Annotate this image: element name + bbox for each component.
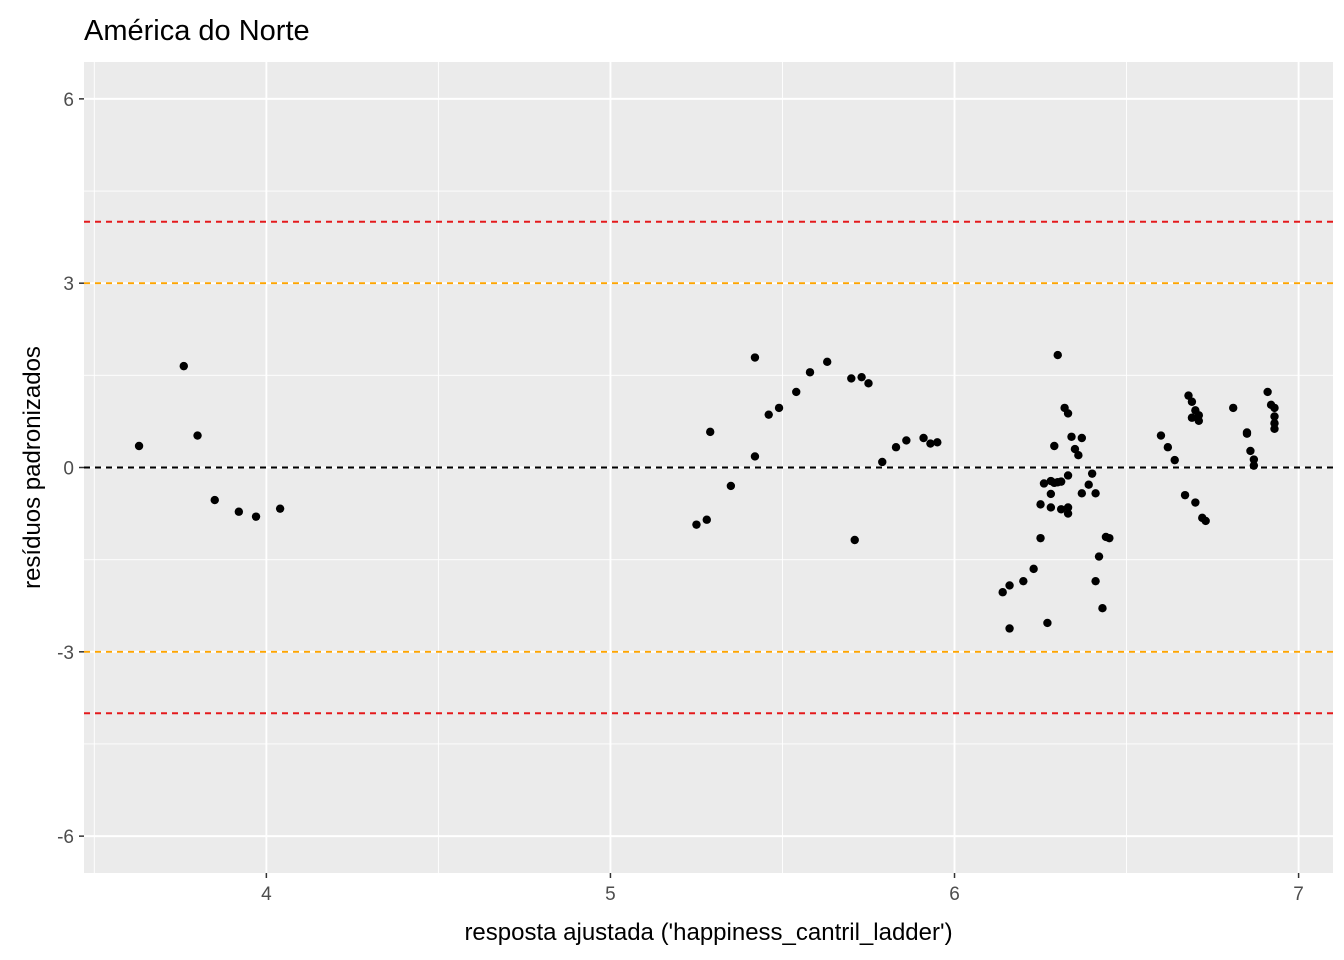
data-point — [1063, 471, 1073, 480]
data-point — [1039, 479, 1049, 488]
data-point — [193, 431, 202, 440]
data-point — [1050, 441, 1059, 451]
data-point — [1263, 387, 1272, 397]
data-point — [1043, 618, 1052, 628]
data-point — [774, 403, 784, 413]
data-point — [1191, 498, 1200, 507]
data-point — [919, 433, 928, 443]
data-point — [1180, 490, 1190, 500]
data-point — [847, 374, 856, 383]
x-tick-label: 4 — [261, 884, 272, 905]
data-point — [1036, 500, 1045, 509]
data-point — [1077, 489, 1087, 498]
y-tick-label: -3 — [57, 643, 74, 664]
data-point — [805, 368, 815, 377]
data-point — [179, 361, 188, 371]
data-point — [702, 515, 711, 524]
data-point — [1005, 581, 1014, 590]
data-point — [1249, 455, 1259, 464]
data-point — [134, 441, 144, 451]
chart-title: América do Norte — [84, 15, 310, 47]
data-point — [1201, 516, 1210, 526]
data-point — [1242, 429, 1252, 438]
data-point — [1005, 624, 1014, 633]
y-tick-label: -6 — [57, 827, 74, 848]
data-point — [902, 436, 911, 445]
data-point — [857, 372, 866, 382]
x-axis-title: resposta ajustada ('happiness_cantril_la… — [464, 919, 952, 946]
data-point — [1187, 397, 1197, 406]
data-point — [1063, 503, 1073, 512]
y-axis-ticks: -6 -3 0 3 6 — [57, 90, 84, 848]
data-point — [234, 507, 244, 516]
data-point — [823, 357, 832, 367]
data-point — [1105, 533, 1114, 543]
data-point — [1098, 603, 1107, 613]
data-point — [1029, 564, 1038, 574]
data-point — [850, 535, 859, 545]
x-tick-label: 5 — [605, 884, 616, 905]
y-tick-label: 3 — [63, 274, 74, 295]
data-point — [692, 520, 701, 529]
x-axis-ticks: 4 5 6 7 — [261, 873, 1304, 905]
data-point — [933, 438, 942, 447]
data-point — [1229, 403, 1238, 413]
data-points — [134, 350, 1279, 633]
data-point — [1091, 576, 1100, 586]
data-point — [1249, 461, 1259, 470]
data-point — [1063, 509, 1073, 518]
data-point — [1270, 403, 1279, 413]
data-point — [864, 379, 873, 388]
data-point — [1019, 576, 1028, 586]
data-point — [1246, 446, 1255, 456]
data-point — [1270, 424, 1279, 433]
data-point — [1046, 489, 1056, 499]
data-point — [1087, 469, 1097, 478]
data-point — [878, 457, 887, 467]
x-tick-label: 6 — [949, 884, 960, 905]
data-point — [1084, 480, 1093, 489]
data-point — [726, 481, 736, 491]
data-point — [1187, 413, 1197, 422]
data-point — [1036, 533, 1045, 543]
data-point — [792, 387, 801, 397]
data-point — [706, 427, 715, 437]
data-point — [998, 588, 1007, 597]
data-point — [1077, 433, 1087, 443]
data-point — [1053, 350, 1062, 360]
data-point — [1067, 432, 1076, 441]
data-point — [251, 512, 261, 521]
data-point — [1056, 477, 1066, 486]
data-point — [1070, 444, 1080, 454]
data-point — [210, 495, 219, 505]
y-tick-label: 0 — [63, 459, 74, 480]
data-point — [1091, 489, 1100, 498]
data-point — [750, 452, 760, 461]
data-point — [1194, 416, 1204, 426]
x-tick-label: 7 — [1293, 884, 1304, 905]
y-tick-label: 6 — [63, 90, 74, 111]
data-point — [1074, 451, 1083, 460]
data-point — [1056, 505, 1066, 514]
data-point — [1184, 391, 1193, 400]
y-axis-title: resíduos padronizados — [19, 346, 46, 589]
data-point — [926, 439, 935, 448]
data-point — [750, 353, 760, 362]
data-point — [1270, 412, 1279, 421]
data-point — [1094, 552, 1104, 561]
data-point — [764, 410, 773, 419]
data-point — [275, 504, 285, 513]
data-point — [1170, 455, 1179, 465]
data-point — [1156, 431, 1166, 440]
data-point — [891, 443, 901, 452]
data-point — [1163, 443, 1173, 452]
data-point — [1063, 409, 1073, 418]
data-point — [1046, 503, 1056, 512]
